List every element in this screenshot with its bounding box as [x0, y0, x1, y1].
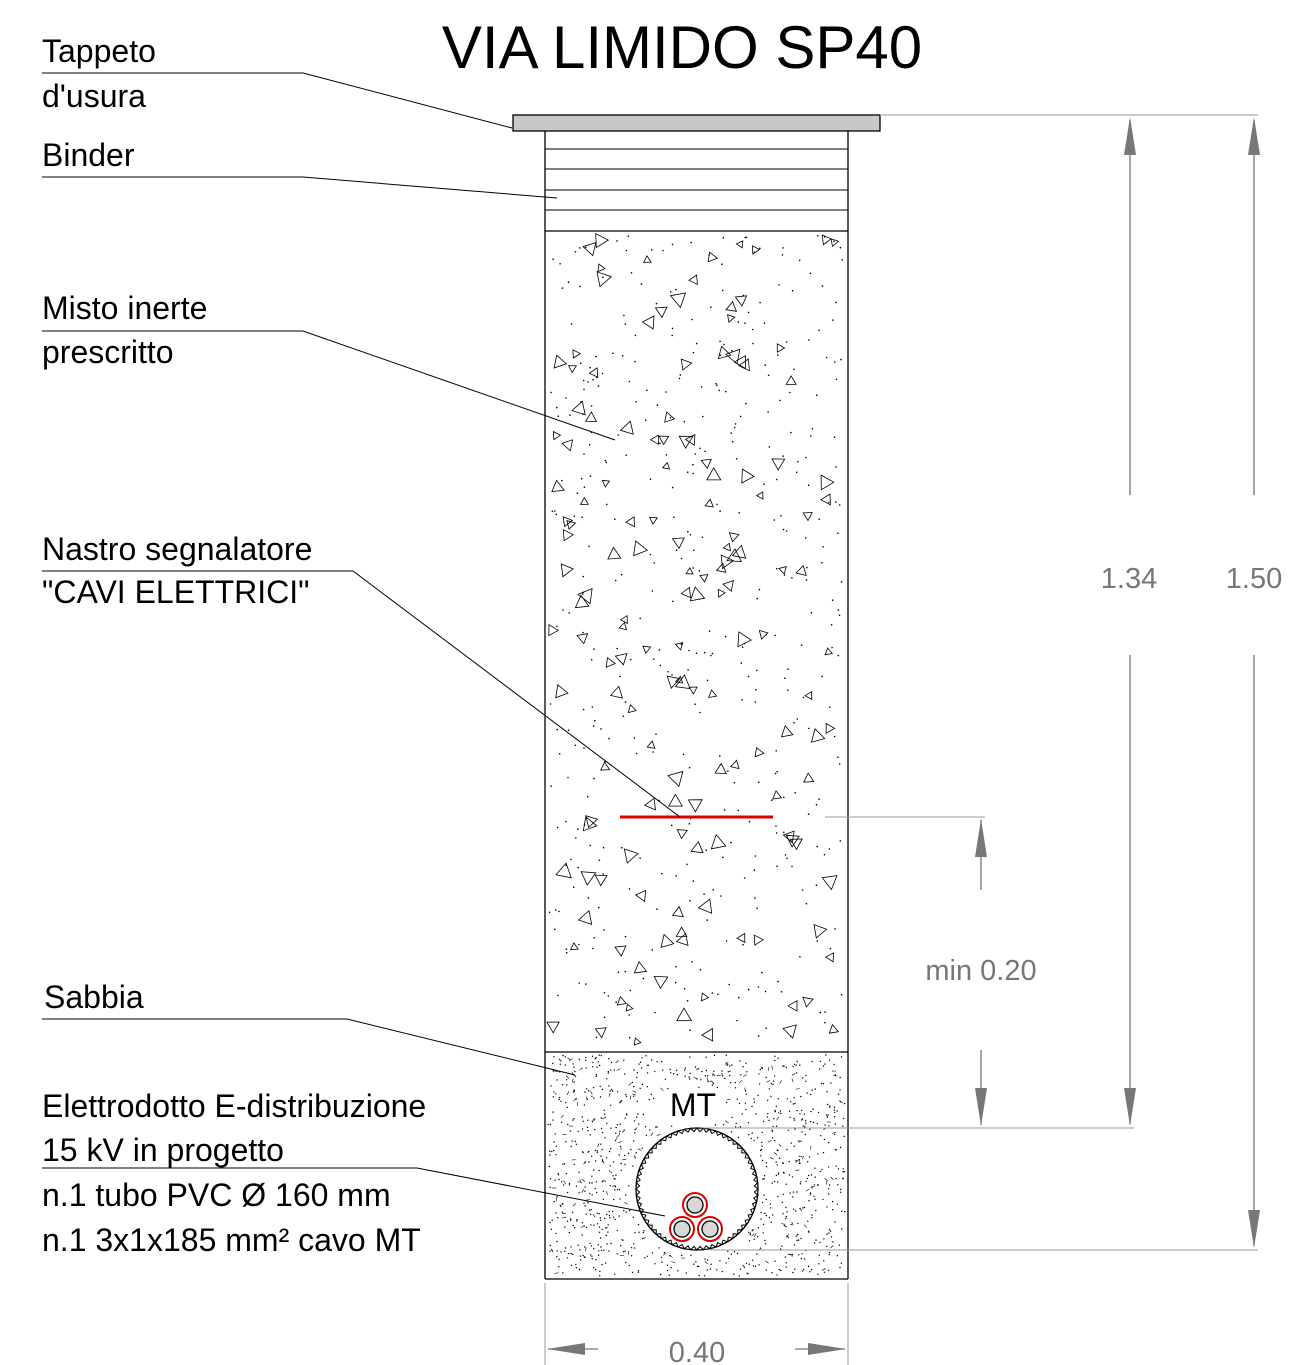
label-tappeto-2: d'usura: [42, 78, 146, 114]
mt-cable-trefoil: [669, 1192, 723, 1242]
dimension-tape-clearance: [975, 819, 987, 1126]
dimension-label-040: 0.40: [669, 1337, 725, 1365]
leader-binder: [42, 176, 558, 199]
leader-cavo: [42, 1167, 666, 1217]
pvc-pipe: [635, 1127, 759, 1251]
mt-cable-core: [682, 1192, 708, 1218]
leader-misto: [42, 330, 616, 441]
leader-nastro: [42, 570, 681, 818]
label-tappeto-1: Tappeto: [42, 33, 156, 69]
label-misto-2: prescritto: [42, 334, 174, 370]
mt-label: MT: [670, 1087, 716, 1123]
dimension-depth-134: [1124, 117, 1136, 1126]
leader-tappeto: [42, 72, 513, 129]
binder-layer: [545, 148, 848, 211]
dimension-label-min020: min 0.20: [925, 955, 1036, 987]
leader-sabbia: [42, 1018, 576, 1076]
mt-cable-core: [697, 1216, 723, 1242]
dimension-trench-width: [547, 1343, 846, 1355]
sabbia-fill: [547, 1054, 846, 1277]
label-sabbia: Sabbia: [44, 979, 144, 1015]
trench-outline: [544, 131, 849, 1280]
dimension-label-150: 1.50: [1226, 563, 1282, 595]
leader-lines: [42, 72, 681, 1217]
extension-lines: [544, 114, 1258, 1365]
tappeto-usura-layer: [512, 114, 881, 132]
label-tubo: n.1 tubo PVC Ø 160 mm: [42, 1177, 391, 1213]
label-elettrodotto-1: Elettrodotto E-distribuzione: [42, 1088, 426, 1124]
dimension-label-134: 1.34: [1101, 563, 1157, 595]
label-cavo: n.1 3x1x185 mm² cavo MT: [42, 1222, 421, 1258]
label-nastro-2: "CAVI ELETTRICI": [42, 574, 310, 610]
label-binder: Binder: [42, 137, 135, 173]
label-nastro-1: Nastro segnalatore: [42, 531, 312, 567]
drawing-title: VIA LIMIDO SP40: [442, 14, 922, 81]
label-misto-1: Misto inerte: [42, 290, 207, 326]
label-elettrodotto-2: 15 kV in progetto: [42, 1132, 284, 1168]
mt-cable-core: [669, 1216, 695, 1242]
misto-inerte-fill: [546, 232, 843, 1046]
dimension-depth-150: [1248, 117, 1260, 1248]
